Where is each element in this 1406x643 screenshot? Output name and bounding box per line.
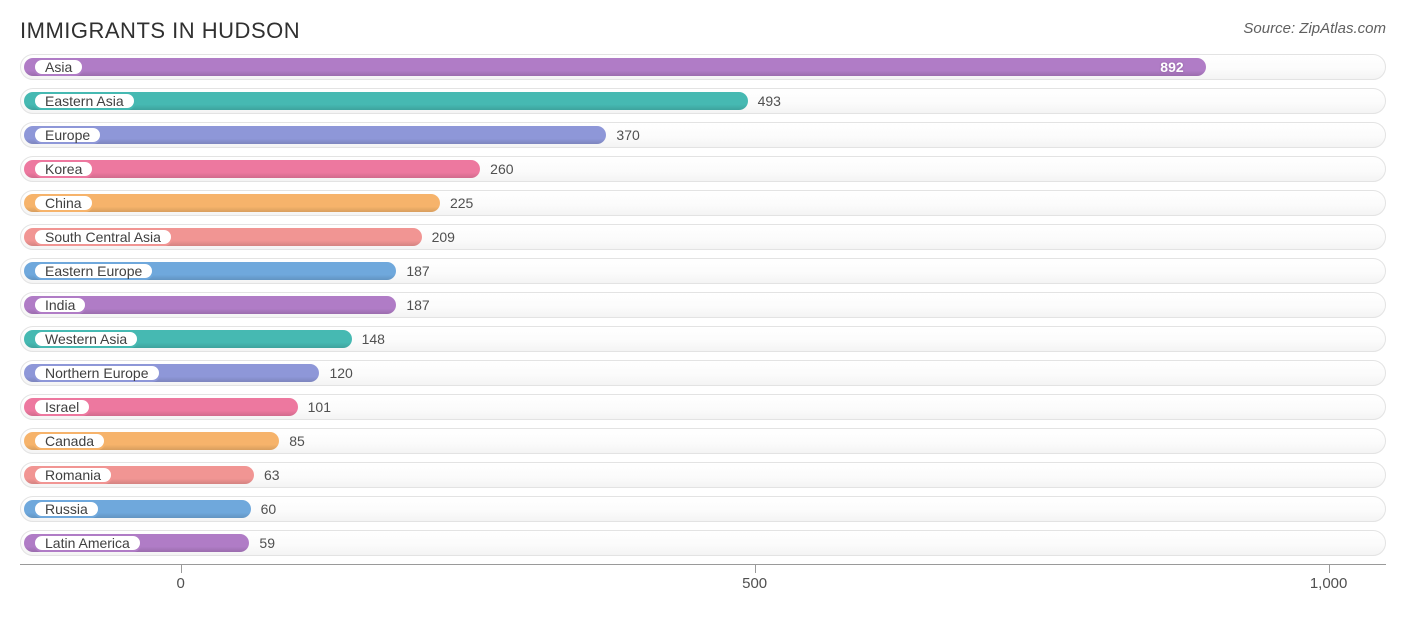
- bar-label: Europe: [33, 126, 102, 144]
- bar-label: Western Asia: [33, 330, 139, 348]
- chart-title: IMMIGRANTS IN HUDSON: [20, 18, 300, 44]
- bar-row: Russia 60: [20, 496, 1386, 522]
- bar-value: 101: [308, 398, 331, 416]
- bar-value: 63: [264, 466, 280, 484]
- bar-label: Romania: [33, 466, 113, 484]
- bar-row: South Central Asia 209: [20, 224, 1386, 250]
- source-name: ZipAtlas.com: [1299, 20, 1386, 37]
- bar-fill: [24, 126, 606, 144]
- chart-source: Source: ZipAtlas.com: [1243, 18, 1386, 37]
- tick-label: 1,000: [1310, 575, 1348, 592]
- bar-value: 120: [329, 364, 352, 382]
- tick-mark: [1329, 565, 1330, 573]
- bar-row: Romania 63: [20, 462, 1386, 488]
- bar-label: Asia: [33, 58, 84, 76]
- bar-value: 187: [406, 296, 429, 314]
- bar-label: Israel: [33, 398, 91, 416]
- bars-container: Asia 892 Eastern Asia 493 Europe 370 Korea 260 C…: [20, 54, 1386, 556]
- bar-label: China: [33, 194, 94, 212]
- tick-mark: [755, 565, 756, 573]
- bar-row: Europe 370: [20, 122, 1386, 148]
- bar-row: Eastern Europe 187: [20, 258, 1386, 284]
- tick-label: 0: [177, 575, 185, 592]
- bar-value: 187: [406, 262, 429, 280]
- chart-area: Asia 892 Eastern Asia 493 Europe 370 Korea 260 C…: [0, 54, 1406, 600]
- bar-label: South Central Asia: [33, 228, 173, 246]
- bar-label: Korea: [33, 160, 94, 178]
- bar-row: Israel 101: [20, 394, 1386, 420]
- bar-row: Latin America 59: [20, 530, 1386, 556]
- bar-value: 148: [362, 330, 385, 348]
- bar-value: 370: [616, 126, 639, 144]
- bar-row: Korea 260: [20, 156, 1386, 182]
- bar-label: Northern Europe: [33, 364, 161, 382]
- bar-value: 260: [490, 160, 513, 178]
- bar-fill: [24, 58, 1206, 76]
- bar-value: 59: [259, 534, 275, 552]
- bar-row: India 187: [20, 292, 1386, 318]
- tick-mark: [181, 565, 182, 573]
- bar-row: Northern Europe 120: [20, 360, 1386, 386]
- bar-value: 60: [261, 500, 277, 518]
- bar-row: Asia 892: [20, 54, 1386, 80]
- bar-label: Latin America: [33, 534, 142, 552]
- bar-label: Canada: [33, 432, 106, 450]
- bar-row: Eastern Asia 493: [20, 88, 1386, 114]
- bar-row: China 225: [20, 190, 1386, 216]
- bar-value: 225: [450, 194, 473, 212]
- bar-label: India: [33, 296, 87, 314]
- tick-label: 500: [742, 575, 767, 592]
- bar-value: 85: [289, 432, 305, 450]
- bar-label: Russia: [33, 500, 100, 518]
- bar-value: 892: [1160, 58, 1183, 76]
- bar-row: Western Asia 148: [20, 326, 1386, 352]
- bar-label: Eastern Europe: [33, 262, 154, 280]
- bar-value: 209: [432, 228, 455, 246]
- bar-value: 493: [758, 92, 781, 110]
- source-prefix: Source:: [1243, 20, 1299, 37]
- bar-label: Eastern Asia: [33, 92, 136, 110]
- chart-header: IMMIGRANTS IN HUDSON Source: ZipAtlas.co…: [0, 0, 1406, 54]
- bar-row: Canada 85: [20, 428, 1386, 454]
- x-axis: 0 500 1,000: [20, 564, 1386, 600]
